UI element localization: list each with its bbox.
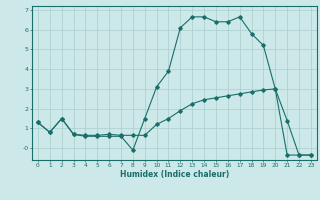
X-axis label: Humidex (Indice chaleur): Humidex (Indice chaleur)	[120, 170, 229, 179]
